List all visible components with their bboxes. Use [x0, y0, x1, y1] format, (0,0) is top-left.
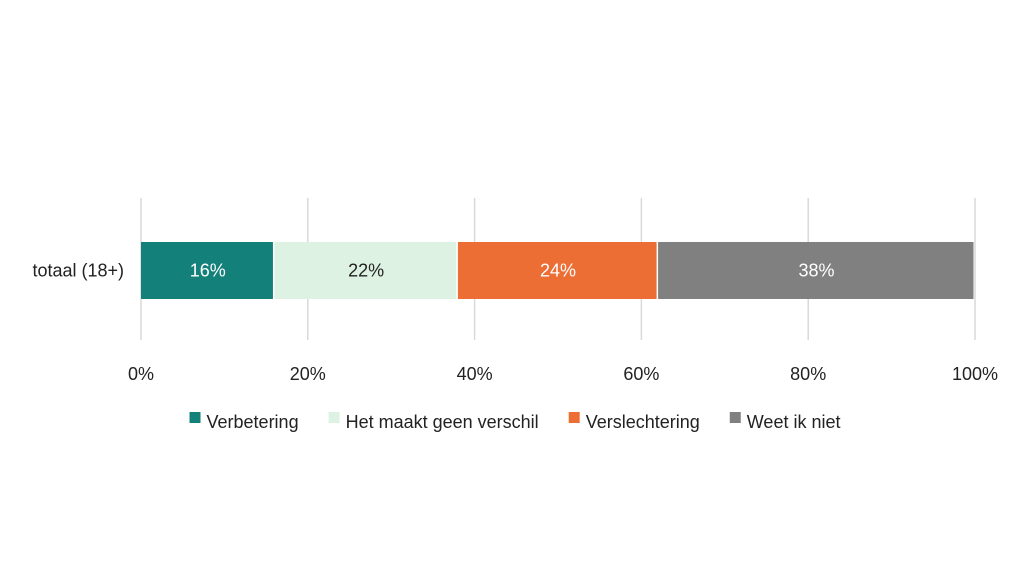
legend-swatch [328, 412, 340, 423]
legend-swatch [729, 412, 741, 423]
x-tick-label: 80% [790, 364, 826, 384]
legend-item-weet-ik-niet: Weet ik niet [729, 412, 841, 432]
bar-segment-het-maakt-geen-verschil [274, 242, 457, 299]
x-tick-label: 20% [290, 364, 326, 384]
legend-item-verslechtering: Verslechtering [568, 412, 700, 432]
data-label: 16% [190, 261, 226, 281]
legend-item-het-maakt-geen-verschil: Het maakt geen verschil [328, 412, 539, 432]
legend-label: Verslechtering [586, 412, 700, 432]
data-label: 22% [348, 261, 384, 281]
bar-segment-verslechtering [457, 242, 657, 299]
legend-item-verbetering: Verbetering [189, 412, 299, 432]
x-tick-label: 0% [128, 364, 154, 384]
legend-label: Weet ik niet [747, 412, 841, 432]
x-tick-label: 40% [457, 364, 493, 384]
data-label: 24% [540, 261, 576, 281]
legend-swatch [189, 412, 201, 423]
legend-label: Het maakt geen verschil [346, 412, 539, 432]
bar-segment-verbetering [141, 242, 273, 299]
data-label: 38% [799, 261, 835, 281]
category-label: totaal (18+) [32, 261, 124, 281]
x-tick-label: 100% [952, 364, 998, 384]
bar-segment-weet-ik-niet [658, 242, 974, 299]
data-labels: 16% 22% 24% 38% [190, 261, 835, 281]
legend-swatch [568, 412, 580, 423]
x-tick-label: 60% [623, 364, 659, 384]
legend: Verbetering Het maakt geen verschil Versle… [189, 412, 841, 432]
axes: totaal (18+) 0% 20% 40% 60% 80% 100% [32, 261, 998, 385]
legend-label: Verbetering [207, 412, 299, 432]
bars [141, 242, 974, 299]
